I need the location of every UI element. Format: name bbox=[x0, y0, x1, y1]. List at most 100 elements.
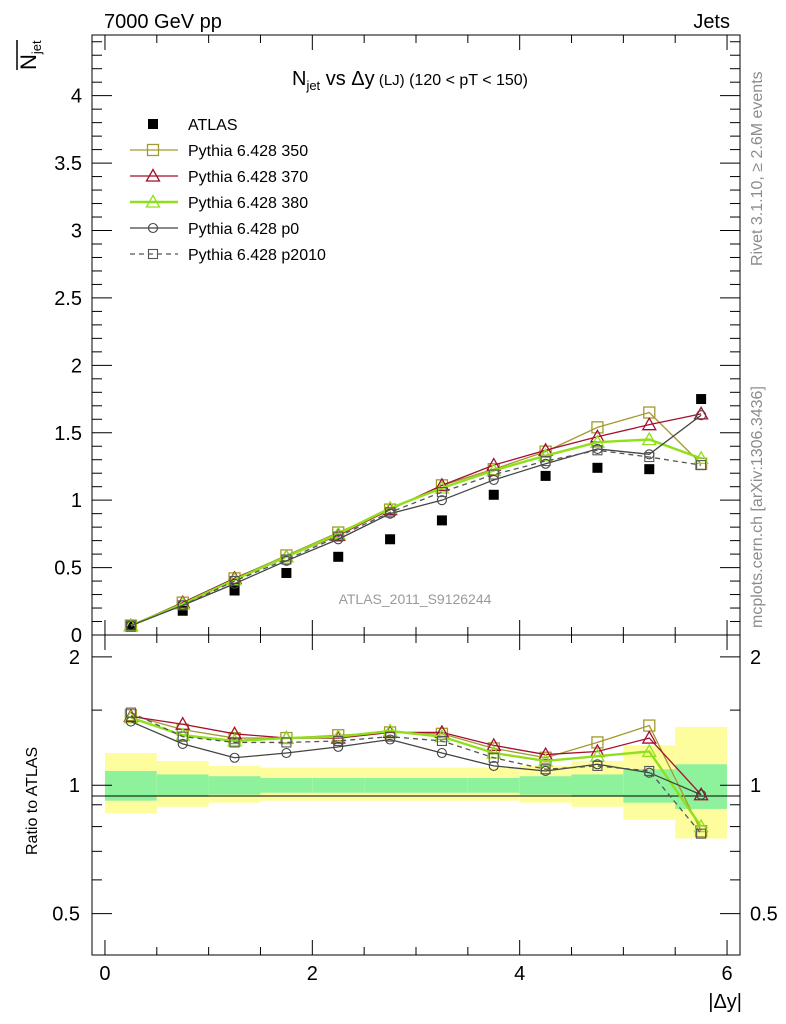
ratio-point-p370 bbox=[486, 737, 502, 752]
y-tick-label: 3 bbox=[71, 221, 82, 243]
ratio-point-p380 bbox=[641, 743, 657, 758]
point-p2010 bbox=[385, 507, 396, 518]
point-atlas bbox=[229, 585, 240, 596]
legend-marker-p2010 bbox=[147, 248, 159, 260]
point-atlas bbox=[644, 464, 655, 475]
ratio-line-p2010 bbox=[130, 712, 702, 835]
legend-label: Pythia 6.428 p2010 bbox=[188, 247, 326, 264]
point-p2010 bbox=[696, 460, 707, 471]
point-p380 bbox=[641, 431, 657, 446]
ratio-point-p0 bbox=[333, 741, 344, 752]
legend-item-p380: Pythia 6.428 380 bbox=[130, 194, 308, 212]
y-tick-label: 0 bbox=[71, 625, 82, 647]
ratio-point-p2010 bbox=[696, 828, 707, 839]
ratio-y-tick-label-right: 2 bbox=[750, 647, 761, 669]
point-p2010 bbox=[488, 469, 499, 480]
legend-marker-p350 bbox=[146, 143, 160, 157]
ratio-point-p380 bbox=[226, 733, 243, 747]
point-p370 bbox=[641, 416, 657, 431]
y-axis-label-main: Njet bbox=[16, 40, 44, 70]
rivet-label: Rivet 3.1.10, ≥ 2.6M events bbox=[749, 71, 766, 266]
x-tick-label: 4 bbox=[514, 963, 525, 985]
ratio-point-p2010 bbox=[436, 735, 447, 747]
series-atlas bbox=[125, 394, 707, 632]
legend-label: Pythia 6.428 p0 bbox=[188, 221, 299, 238]
plot-title: Njet vs Δy (LJ) (120 < pT < 150) bbox=[292, 68, 528, 93]
point-p380 bbox=[278, 548, 295, 563]
ratio-point-p0 bbox=[229, 752, 240, 763]
mcplots-label: mcplots.cern.ch [arXiv:1306.3436] bbox=[749, 386, 766, 628]
point-p0 bbox=[696, 410, 707, 421]
point-p2010 bbox=[177, 600, 188, 611]
ratio-y-tick-label: 1 bbox=[69, 775, 80, 797]
legend-label: Pythia 6.428 380 bbox=[188, 195, 308, 212]
ratio-point-p0 bbox=[488, 760, 499, 771]
point-atlas bbox=[540, 470, 551, 481]
category-label: Jets bbox=[693, 11, 730, 33]
analysis-id: ATLAS_2011_S9126244 bbox=[339, 591, 492, 607]
x-tick-label: 2 bbox=[307, 963, 318, 985]
point-atlas bbox=[177, 605, 188, 616]
point-atlas bbox=[436, 515, 447, 526]
legend-item-p370: Pythia 6.428 370 bbox=[130, 168, 308, 186]
point-p0 bbox=[436, 495, 447, 506]
point-p2010 bbox=[644, 451, 655, 463]
uncertainty-band-green bbox=[208, 776, 261, 795]
ratio-point-p2010 bbox=[177, 731, 188, 742]
series-line-p380 bbox=[130, 438, 702, 627]
ratio-point-p2010 bbox=[644, 765, 655, 777]
ratio-y-tick-label-right: 1 bbox=[750, 775, 761, 797]
y-axis-label-ratio: Ratio to ATLAS bbox=[24, 747, 41, 855]
point-p380 bbox=[537, 447, 554, 462]
uncertainty-band-green bbox=[312, 777, 365, 793]
y-tick-label: 2 bbox=[71, 355, 82, 377]
ratio-y-tick-label: 0.5 bbox=[52, 904, 80, 926]
uncertainty-band-green bbox=[571, 774, 624, 797]
legend-label: Pythia 6.428 370 bbox=[188, 169, 308, 186]
uncertainty-band-green bbox=[467, 777, 520, 793]
ratio-point-p380 bbox=[693, 818, 709, 833]
ratio-point-p0 bbox=[177, 738, 188, 749]
ratio-line-p370 bbox=[130, 715, 702, 796]
y-tick-label: 1 bbox=[71, 490, 82, 512]
ratio-point-p2010 bbox=[540, 764, 551, 775]
legend-item-atlas: ATLAS bbox=[148, 117, 238, 134]
main-panel: ATLAS_2011_S9126244 0 0.5 1 1.5 2 2.5 3 3.5 4 AT… bbox=[54, 34, 741, 647]
series-line-p2010 bbox=[130, 449, 702, 627]
legend-item-p0: Pythia 6.428 p0 bbox=[130, 221, 299, 238]
ratio-panel: 0.5 0.5 1 1 2 2 0 2 4 6 bbox=[52, 634, 778, 985]
ratio-point-p2010 bbox=[592, 760, 603, 771]
ratio-point-p370 bbox=[537, 746, 554, 761]
point-p370 bbox=[693, 406, 709, 420]
legend-marker-p0 bbox=[147, 222, 159, 234]
ratio-point-p2010 bbox=[488, 752, 499, 763]
legend-marker-p370 bbox=[145, 168, 161, 182]
uncertainty-band-green bbox=[519, 776, 572, 795]
legend-marker-p380 bbox=[145, 194, 161, 208]
point-p380 bbox=[175, 596, 191, 610]
legend-label: ATLAS bbox=[188, 117, 238, 134]
point-atlas bbox=[385, 534, 396, 545]
ratio-point-p2010 bbox=[281, 737, 292, 748]
legend: ATLAS Pythia 6.428 350 Pythia 6.428 370 Pyt… bbox=[130, 117, 326, 264]
ratio-point-p2010 bbox=[125, 707, 136, 718]
ratio-point-p2010 bbox=[385, 731, 396, 742]
ratio-series-p2010 bbox=[125, 707, 707, 839]
point-p2010 bbox=[281, 554, 292, 565]
legend-item-p2010: Pythia 6.428 p2010 bbox=[130, 247, 326, 264]
series-p2010 bbox=[125, 445, 707, 631]
point-p2010 bbox=[592, 445, 603, 456]
ratio-point-p2010 bbox=[333, 735, 344, 747]
ratio-point-p370 bbox=[641, 730, 657, 744]
ratio-y-tick-label: 2 bbox=[69, 647, 80, 669]
point-atlas bbox=[488, 489, 499, 500]
y-tick-label: 0.5 bbox=[54, 558, 82, 580]
point-p2010 bbox=[436, 487, 447, 498]
point-p380 bbox=[226, 571, 243, 586]
y-tick-label: 3.5 bbox=[54, 153, 82, 175]
point-p2010 bbox=[333, 531, 344, 542]
point-p2010 bbox=[125, 620, 136, 631]
uncertainty-band-green bbox=[260, 777, 313, 793]
ratio-line-p0 bbox=[130, 720, 702, 796]
